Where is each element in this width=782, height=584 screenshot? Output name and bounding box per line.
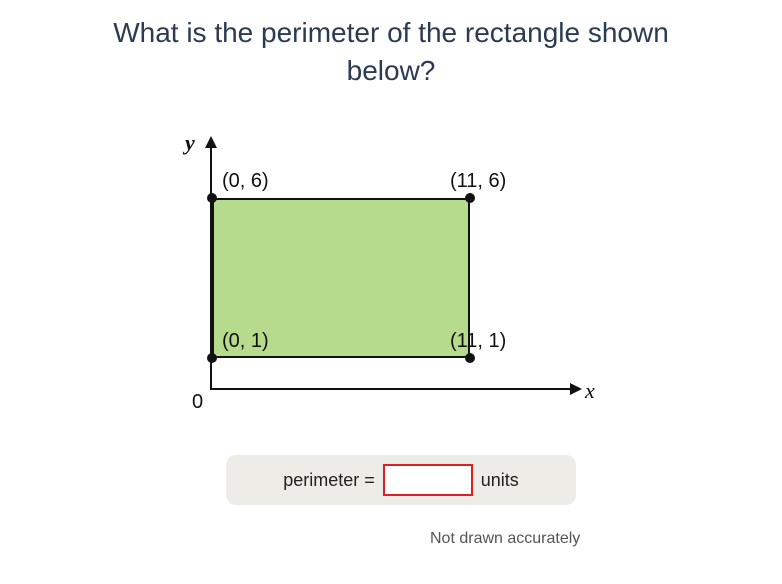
origin-label: 0 [192, 391, 203, 414]
vertex-point [465, 193, 475, 203]
question-line-2: below? [347, 55, 436, 86]
x-axis-label: x [585, 378, 595, 404]
x-axis [210, 388, 580, 390]
vertex-point [207, 193, 217, 203]
units-label: units [481, 470, 519, 491]
perimeter-label: perimeter = [283, 470, 375, 491]
perimeter-input[interactable] [383, 464, 473, 496]
y-axis-label: y [185, 130, 195, 156]
coordinate-diagram: y x 0 (0, 6) (11, 6) (0, 1) (11, 1) [170, 128, 620, 428]
question-line-1: What is the perimeter of the rectangle s… [113, 17, 669, 48]
vertex-label: (11, 1) [450, 330, 506, 353]
vertex-label: (0, 1) [222, 330, 269, 353]
vertex-point [207, 353, 217, 363]
not-drawn-accurately-note: Not drawn accurately [430, 530, 580, 548]
vertex-point [465, 353, 475, 363]
question-text: What is the perimeter of the rectangle s… [0, 0, 782, 90]
answer-area: perimeter = units [226, 455, 576, 505]
vertex-label: (11, 6) [450, 170, 506, 193]
vertex-label: (0, 6) [222, 170, 269, 193]
